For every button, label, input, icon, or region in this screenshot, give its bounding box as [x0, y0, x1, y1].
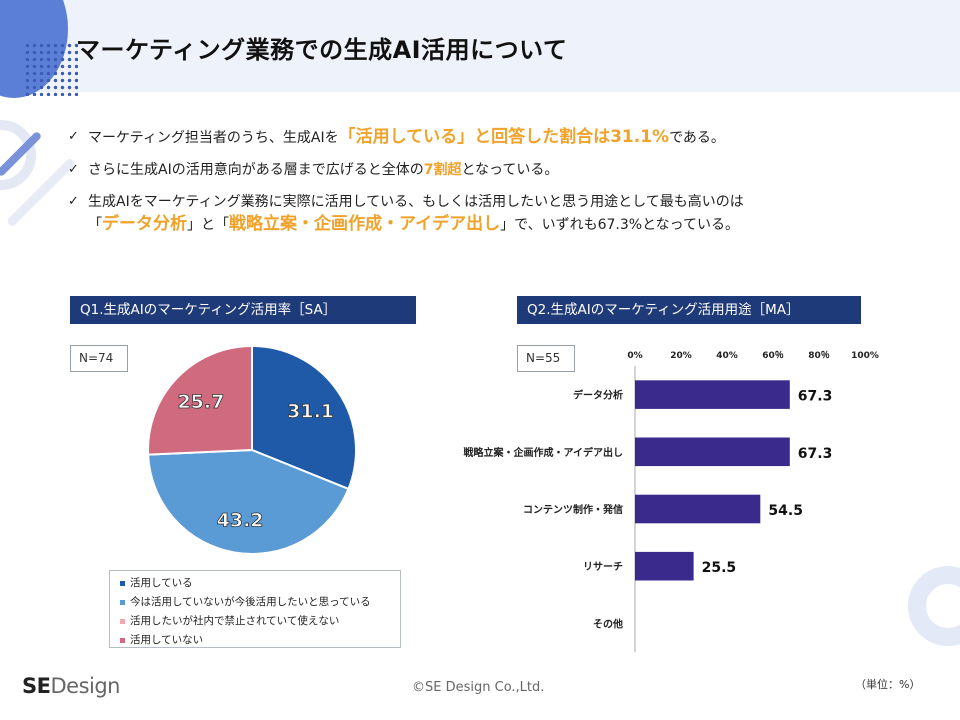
x-tick-label: 20% — [670, 351, 692, 361]
legend-swatch — [120, 599, 125, 605]
pie-data-label: 25.7 — [177, 391, 224, 413]
check-icon: ✓ — [68, 162, 79, 177]
bullet-text: 」と「 — [187, 217, 229, 233]
legend-swatch — [120, 637, 125, 643]
legend-label: 活用している — [130, 577, 193, 589]
q2-section-header: Q2.生成AIのマーケティング活用用途［MA］ — [517, 296, 861, 324]
summary-bullet: ✓ 生成AIをマーケティング業務に実際に活用している、もしくは活用したいと思う用途… — [68, 191, 928, 236]
pie-slice — [251, 344, 357, 491]
q2-sample-size: N=55 — [517, 345, 575, 372]
legend-item: 今は活用していないが今後活用したいと思っている — [120, 593, 390, 612]
check-icon: ✓ — [68, 129, 79, 144]
logo-rest-text: Design — [50, 674, 120, 698]
x-tick-label: 100% — [851, 351, 879, 361]
legend-item: 活用していない — [120, 631, 390, 650]
summary-bullet: ✓ マーケティング担当者のうち、生成AIを「活用している」と回答した割合は31.1… — [68, 126, 928, 149]
summary-bullets: ✓ マーケティング担当者のうち、生成AIを「活用している」と回答した割合は31.1… — [68, 126, 928, 246]
bullet-highlight: 「活用している」と回答した割合は31.1% — [338, 127, 670, 147]
bullet-text: 」で、いずれも67.3%となっている。 — [500, 217, 739, 233]
decorative-arc — [0, 120, 36, 190]
bar-data-label: 54.5 — [768, 503, 803, 519]
pie-data-label: 31.1 — [287, 400, 334, 422]
logo-bold-text: SE — [22, 674, 51, 698]
bar — [635, 494, 761, 524]
pie-slice — [147, 344, 253, 456]
q1-pie-legend: 活用している今は活用していないが今後活用したいと思っている 活用したいが社内で禁止… — [109, 570, 401, 648]
category-label: 戦略立案・企画作成・アイデア出し — [464, 446, 624, 459]
legend-label: 今は活用していないが今後活用したいと思っている — [130, 596, 371, 608]
decorative-ring — [908, 566, 960, 646]
legend-label: 活用していない — [130, 634, 204, 646]
bullet-text: となっている。 — [461, 162, 559, 178]
q1-section-header: Q1.生成AIのマーケティング活用率［SA］ — [70, 296, 416, 324]
bar — [635, 380, 790, 409]
bullet-text: である。 — [669, 130, 725, 146]
legend-item: 活用したいが社内で禁止されていて使えない — [120, 612, 390, 631]
legend-swatch — [120, 580, 125, 586]
bar — [635, 437, 790, 467]
bullet-highlight: 戦略立案・企画作成・アイデア出し — [229, 214, 501, 234]
copyright-text: ©SE Design Co.,Ltd. — [412, 680, 545, 695]
legend-swatch — [120, 618, 125, 624]
x-tick-label: 60％ — [762, 350, 784, 361]
category-label: データ分析 — [573, 389, 623, 402]
legend-item: 活用している — [120, 574, 390, 593]
bar — [635, 551, 694, 581]
q1-pie-chart: 31.1 43.2 25.7 — [147, 344, 357, 555]
q1-sample-size: N=74 — [70, 345, 128, 372]
bar-data-label: 25.5 — [702, 560, 737, 576]
page-title: マーケティング業務での生成AI活用について — [76, 36, 568, 64]
se-design-logo: SEDesign — [22, 674, 120, 698]
category-label: リサーチ — [583, 561, 623, 573]
bullet-text: 生成AIをマーケティング業務に実際に活用している、もしくは活用したいと思う用途と… — [88, 194, 744, 210]
bullet-highlight: 7割超 — [423, 162, 462, 178]
decorative-dots — [24, 42, 78, 96]
bullet-text: 「 — [88, 217, 102, 233]
bar-data-label: 67.3 — [798, 389, 833, 405]
x-tick-label: 80％ — [808, 350, 830, 361]
category-label: コンテンツ制作・発信 — [523, 503, 623, 516]
bullet-highlight: データ分析 — [102, 214, 187, 234]
summary-bullet: ✓ さらに生成AIの活用意向がある層まで広げると全体の7割超となっている。 — [68, 159, 928, 181]
x-tick-label: 40% — [716, 351, 738, 361]
bullet-text: さらに生成AIの活用意向がある層まで広げると全体の — [88, 162, 424, 178]
pie-data-label: 43.2 — [217, 510, 264, 532]
legend-label: 活用したいが社内で禁止されていて使えない — [130, 615, 340, 627]
category-label: その他 — [593, 617, 623, 630]
q2-bar-chart: 0% 20% 40% 60％ 80％ 100% データ分析 67.3 戦略立案・企画作成・アイデ… — [464, 350, 879, 652]
unit-label: （単位：%） — [855, 678, 921, 691]
pie-slice — [147, 448, 350, 555]
bar-data-label: 67.3 — [798, 446, 833, 462]
header-band — [0, 0, 960, 92]
check-icon: ✓ — [68, 194, 79, 209]
bullet-text: マーケティング担当者のうち、生成AIを — [88, 130, 339, 146]
x-tick-label: 0% — [627, 351, 642, 361]
